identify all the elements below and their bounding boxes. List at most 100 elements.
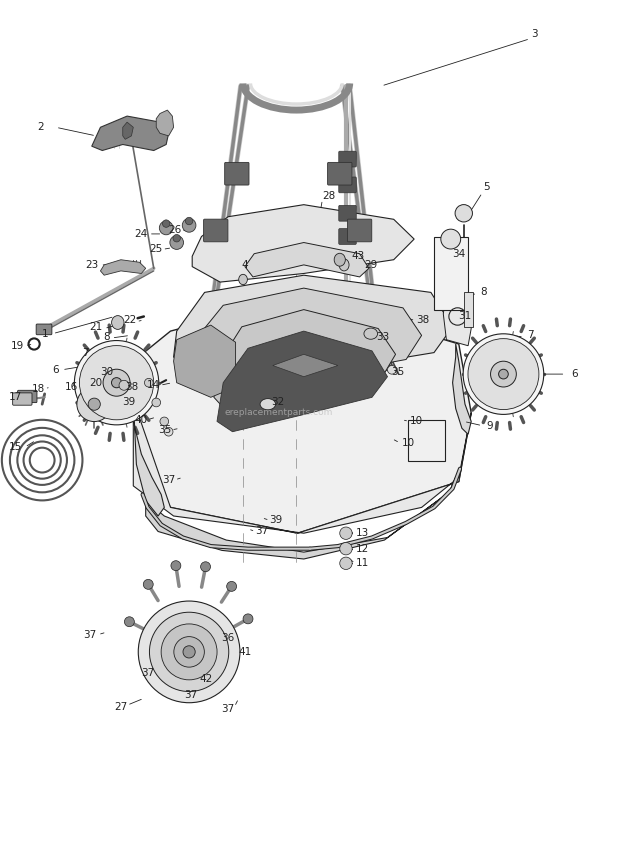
Ellipse shape — [339, 259, 349, 271]
Circle shape — [468, 339, 539, 409]
Text: 3: 3 — [531, 29, 538, 40]
Text: 20: 20 — [89, 378, 103, 388]
Text: 37: 37 — [141, 667, 154, 678]
Circle shape — [143, 580, 153, 589]
Circle shape — [162, 220, 170, 227]
Circle shape — [340, 557, 352, 569]
Bar — [434, 237, 468, 310]
Text: 31: 31 — [458, 311, 472, 322]
Circle shape — [388, 366, 396, 374]
Text: 39: 39 — [122, 397, 136, 408]
Text: 36: 36 — [221, 633, 235, 643]
Text: 32: 32 — [271, 397, 285, 408]
Text: 35: 35 — [391, 366, 405, 377]
Text: 8: 8 — [104, 332, 110, 342]
FancyBboxPatch shape — [339, 206, 356, 221]
Polygon shape — [273, 354, 338, 377]
Circle shape — [173, 235, 180, 242]
Circle shape — [144, 378, 153, 387]
Text: 11: 11 — [356, 558, 370, 568]
Text: 24: 24 — [135, 229, 148, 239]
Text: 7: 7 — [82, 347, 89, 358]
Text: 10: 10 — [410, 416, 423, 427]
Polygon shape — [174, 325, 236, 397]
Text: 6: 6 — [571, 369, 577, 379]
Text: 6: 6 — [53, 365, 59, 375]
Text: 43: 43 — [352, 251, 365, 261]
Text: 35: 35 — [157, 425, 171, 435]
Polygon shape — [443, 291, 471, 346]
Bar — [408, 420, 445, 461]
Circle shape — [74, 341, 159, 425]
Circle shape — [174, 636, 205, 667]
Text: 38: 38 — [416, 315, 430, 325]
Polygon shape — [174, 275, 453, 378]
Circle shape — [79, 346, 154, 420]
Text: 37: 37 — [162, 475, 175, 485]
Text: 10: 10 — [401, 438, 415, 448]
Text: 2: 2 — [38, 122, 44, 132]
Text: 23: 23 — [85, 260, 99, 270]
Circle shape — [201, 562, 211, 572]
Polygon shape — [186, 288, 422, 394]
Polygon shape — [245, 243, 369, 277]
Polygon shape — [92, 116, 169, 150]
Circle shape — [340, 527, 352, 539]
Circle shape — [77, 387, 112, 421]
FancyBboxPatch shape — [327, 163, 352, 185]
Ellipse shape — [159, 221, 173, 235]
FancyBboxPatch shape — [12, 393, 32, 405]
Polygon shape — [133, 297, 471, 533]
Ellipse shape — [170, 236, 184, 249]
Text: 8: 8 — [480, 287, 487, 298]
FancyBboxPatch shape — [339, 229, 356, 244]
Polygon shape — [217, 331, 388, 432]
Ellipse shape — [239, 274, 247, 285]
Circle shape — [463, 334, 544, 415]
Text: 15: 15 — [9, 442, 22, 452]
Text: 37: 37 — [184, 690, 198, 700]
Polygon shape — [123, 122, 133, 139]
Text: 17: 17 — [9, 392, 22, 402]
Circle shape — [455, 205, 472, 222]
Circle shape — [88, 398, 100, 410]
Circle shape — [160, 417, 169, 426]
Circle shape — [243, 614, 253, 624]
Text: 33: 33 — [376, 332, 390, 342]
Circle shape — [164, 427, 173, 436]
Text: 14: 14 — [147, 380, 161, 390]
Text: 12: 12 — [356, 544, 370, 554]
Ellipse shape — [364, 329, 378, 339]
FancyBboxPatch shape — [339, 151, 356, 167]
Circle shape — [340, 543, 352, 555]
Ellipse shape — [334, 253, 345, 267]
Text: 30: 30 — [100, 366, 113, 377]
Text: 5: 5 — [484, 182, 490, 193]
FancyBboxPatch shape — [347, 219, 372, 242]
Polygon shape — [192, 205, 414, 282]
Polygon shape — [133, 400, 471, 533]
Text: 25: 25 — [149, 244, 163, 255]
Text: 39: 39 — [269, 515, 283, 525]
Polygon shape — [100, 260, 146, 275]
Text: 34: 34 — [452, 249, 466, 259]
Text: ereplacementparts.com: ereplacementparts.com — [225, 408, 333, 417]
Circle shape — [183, 646, 195, 658]
Polygon shape — [146, 477, 456, 559]
Circle shape — [119, 380, 129, 390]
Text: 13: 13 — [356, 528, 370, 538]
Text: 9: 9 — [487, 421, 493, 431]
FancyBboxPatch shape — [224, 163, 249, 185]
Ellipse shape — [182, 218, 196, 232]
Circle shape — [171, 561, 181, 571]
Text: 38: 38 — [125, 382, 138, 392]
FancyBboxPatch shape — [36, 324, 52, 335]
Circle shape — [103, 369, 130, 396]
Circle shape — [161, 624, 217, 680]
Text: 26: 26 — [168, 225, 182, 236]
Circle shape — [149, 612, 229, 691]
Polygon shape — [214, 310, 396, 413]
Text: 37: 37 — [83, 630, 97, 640]
Polygon shape — [156, 110, 174, 136]
FancyBboxPatch shape — [203, 219, 228, 242]
